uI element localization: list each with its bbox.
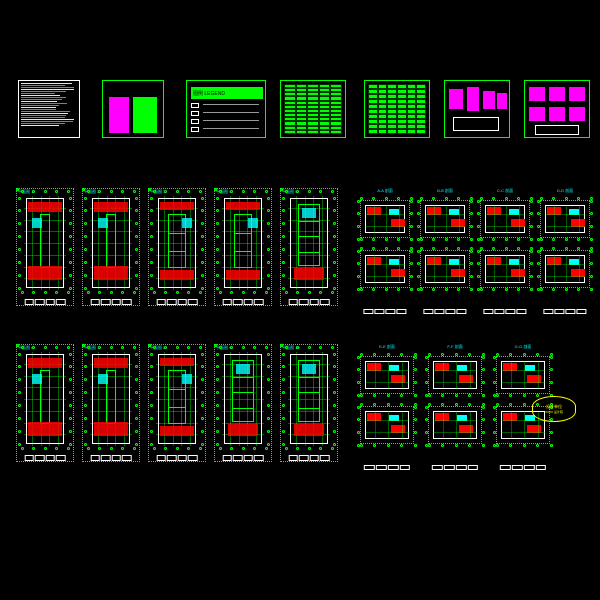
notes-sheet — [18, 80, 80, 138]
titleblock — [289, 455, 330, 461]
titleblock — [157, 299, 198, 305]
titleblock-small — [364, 465, 410, 470]
floor-plan: 平面图 1 — [16, 188, 74, 306]
titleblock — [223, 455, 264, 461]
floor-plan: 平面图 5 — [280, 188, 338, 306]
section-plan: D-D 剖面 — [538, 194, 592, 306]
titleblock — [91, 299, 132, 305]
section-plan: A-A 剖面 — [358, 194, 412, 306]
section-label: C-C 剖面 — [497, 188, 513, 194]
floor-plan: 平面图 6 — [16, 344, 74, 462]
cad-modelspace-canvas: 图例 LEGEND 平面图 1平面图 2平面图 3平面图 4平面图 5 A-A 剖面… — [0, 0, 600, 600]
titleblock — [25, 299, 66, 305]
floor-plan: 平面图 8 — [148, 344, 206, 462]
floor-plan: 平面图 7 — [82, 344, 140, 462]
floor-plan: 平面图 4 — [214, 188, 272, 306]
legend-sheet: 图例 LEGEND — [186, 80, 266, 138]
section-plan: E-E 剖面 — [358, 350, 416, 462]
floor-plan: 平面图 10 — [280, 344, 338, 462]
section-label: D-D 剖面 — [557, 188, 573, 194]
detail-boxgroup-5 — [444, 80, 510, 138]
section-plan: F-F 剖面 — [426, 350, 484, 462]
section-label: F-F 剖面 — [447, 344, 462, 350]
titleblock — [223, 299, 264, 305]
floor-plan: 平面图 3 — [148, 188, 206, 306]
section-plan: C-C 剖面 — [478, 194, 532, 306]
color-swatch-sheet — [102, 80, 164, 138]
titleblock-small — [543, 309, 586, 314]
titleblock-small — [423, 309, 466, 314]
titleblock-small — [500, 465, 546, 470]
schedule-sheet-3 — [280, 80, 346, 138]
section-plan: B-B 剖面 — [418, 194, 472, 306]
titleblock-small — [432, 465, 478, 470]
titleblock — [91, 455, 132, 461]
floor-plan: 平面图 2 — [82, 188, 140, 306]
approval-stamp: 设计单位XXXX 设计院 — [532, 396, 576, 422]
detail-boxgroup-6 — [524, 80, 590, 138]
schedule-sheet-4 — [364, 80, 430, 138]
floor-plan: 平面图 9 — [214, 344, 272, 462]
section-label: A-A 剖面 — [377, 188, 393, 194]
titleblock — [25, 455, 66, 461]
titleblock-small — [483, 309, 526, 314]
section-label: B-B 剖面 — [437, 188, 453, 194]
titleblock — [157, 455, 198, 461]
titleblock-small — [363, 309, 406, 314]
section-label: E-E 剖面 — [379, 344, 395, 350]
titleblock — [289, 299, 330, 305]
section-label: G-G 剖面 — [515, 344, 532, 350]
